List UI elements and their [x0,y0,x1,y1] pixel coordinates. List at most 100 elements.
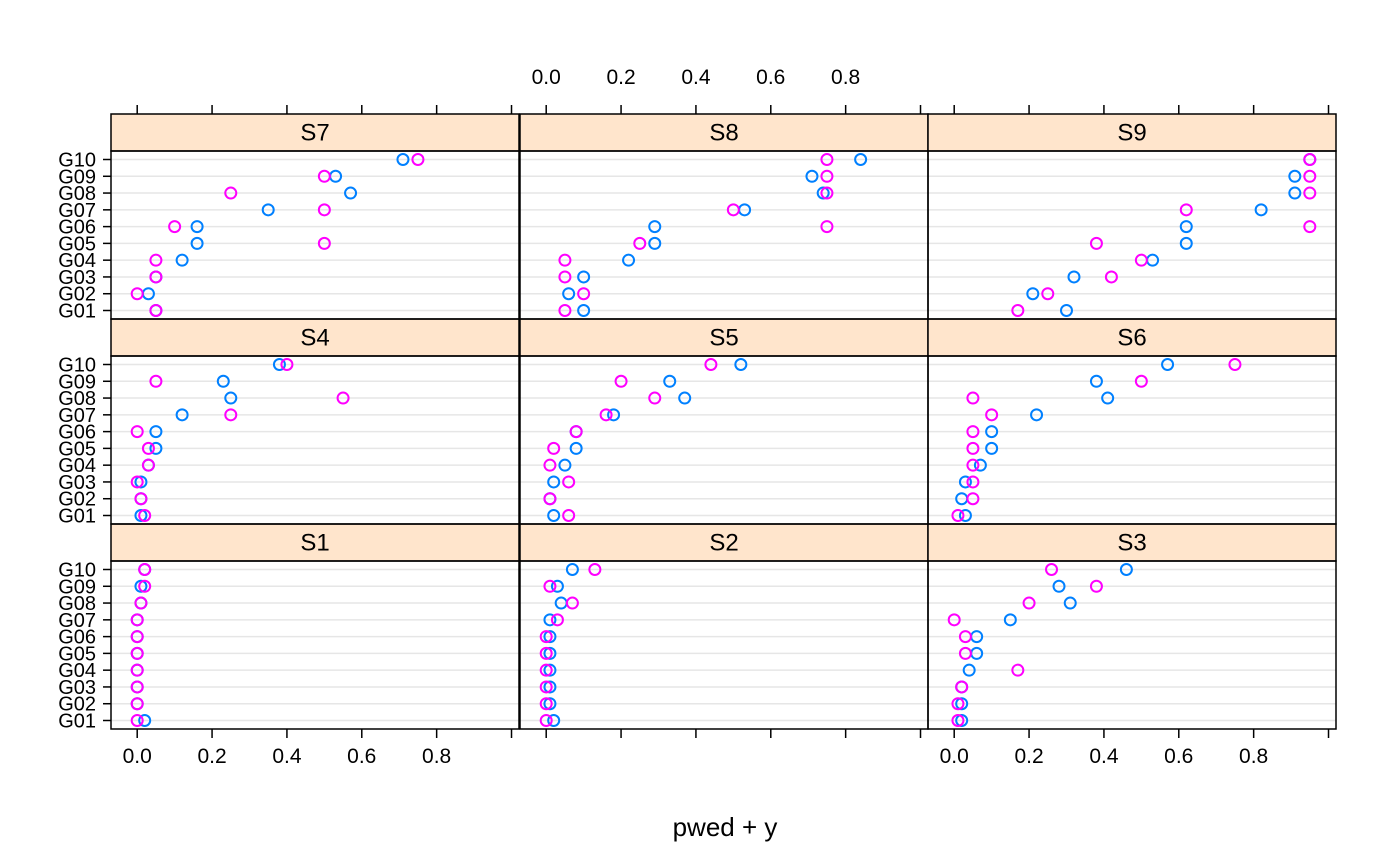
x-tick-label-top: 0.2 [606,66,635,89]
point-y-s1-g10 [138,563,152,576]
point-y-s2-g04 [539,663,553,677]
point-pwed-s5-g08 [678,391,692,405]
point-y-s9-g09 [1303,169,1317,183]
y-tick-label: G08 [58,593,96,615]
y-tick-label: G10 [58,150,96,172]
point-pwed-s9-g01 [1059,304,1073,317]
strip-label: S2 [709,530,738,557]
x-tick-label-bottom: 0.8 [1239,745,1268,768]
point-y-s1-g05 [130,646,144,660]
x-tick-label-bottom: 0.6 [347,745,376,768]
point-y-s9-g08 [1303,186,1317,200]
point-pwed-s2-g06 [543,630,557,644]
point-pwed-s4-g08 [224,391,238,405]
point-pwed-s7-g08 [344,186,358,200]
point-y-s7-g10 [411,153,425,166]
point-y-s5-g09 [614,374,628,388]
point-pwed-s9-g03 [1067,270,1081,284]
point-y-s2-g01 [539,714,553,727]
point-pwed-s2-g10 [565,563,579,576]
point-y-s8-g07 [726,203,740,217]
strip-label: S8 [709,120,738,147]
point-y-s6-g05 [966,441,980,455]
y-tick-label: G03 [58,472,96,494]
point-y-s3-g04 [1011,663,1025,677]
y-tick-label: G04 [58,455,96,477]
point-y-s2-g05 [539,646,553,660]
point-y-s8-g08 [820,186,834,200]
y-tick-label: G05 [58,643,96,665]
point-pwed-s1-g09 [134,579,148,593]
point-y-s8-g09 [820,169,834,183]
point-y-s8-g03 [558,270,572,284]
x-tick-label-bottom: 0.0 [940,745,969,768]
point-pwed-s3-g04 [962,663,976,677]
y-tick-label: G03 [58,267,96,289]
point-pwed-s5-g10 [734,358,748,371]
x-tick-label-top: 0.4 [681,66,711,89]
point-y-s8-g01 [558,304,572,317]
point-pwed-s3-g02 [955,697,969,711]
x-tick-label-bottom: 0.2 [1014,745,1043,768]
point-y-s2-g10 [588,563,602,576]
point-pwed-s8-g04 [622,253,636,267]
strip-label: S6 [1117,325,1146,352]
point-y-s7-g06 [168,220,182,234]
point-y-s6-g01 [951,509,965,522]
panel-frame [110,150,520,320]
point-y-s7-g04 [149,253,163,267]
point-pwed-s6-g04 [973,458,987,472]
point-y-s4-g01 [138,509,152,522]
y-tick-label: G02 [58,694,96,716]
point-y-s9-g04 [1134,253,1148,267]
point-pwed-s6-g08 [1101,391,1115,405]
strip-s4 [110,318,520,357]
point-y-s6-g03 [966,475,980,489]
point-y-s4-g07 [224,408,238,422]
point-y-s3-g05 [958,646,972,660]
x-tick-label-bottom: 0.4 [1089,745,1119,768]
panel-frame [110,355,520,525]
x-tick-label-bottom: 0.6 [1164,745,1193,768]
strip-layer: S1 S2 S3 S4 S5 S6 S7 S8 S9 [110,113,1337,562]
point-pwed-s6-g06 [985,425,999,439]
point-y-s5-g04 [543,458,557,472]
point-pwed-s1-g01 [138,714,152,727]
x-tick-label-bottom: 0.8 [422,745,451,768]
point-pwed-s2-g02 [543,697,557,711]
point-pwed-s2-g05 [543,646,557,660]
point-pwed-s4-g07 [175,408,189,422]
point-pwed-s5-g07 [607,408,621,422]
x-tick-label-top: 0.6 [756,66,785,89]
strip-label: S9 [1117,120,1146,147]
point-y-s1-g09 [138,579,152,593]
point-pwed-s4-g03 [134,475,148,489]
point-y-s2-g07 [550,613,564,627]
y-tick-label: G06 [58,217,96,239]
x-axis-title: pwed + y [673,812,778,842]
y-tick-label: G01 [58,301,96,323]
point-pwed-s5-g09 [663,374,677,388]
point-y-s8-g02 [577,287,591,301]
point-pwed-s5-g01 [547,509,561,522]
point-pwed-s9-g02 [1026,287,1040,301]
point-y-s4-g08 [336,391,350,405]
y-tick-label: G05 [58,233,96,255]
x-tick-label-bottom: 0.4 [272,745,302,768]
point-y-s2-g06 [539,630,553,644]
x-tick-label-bottom: 0.0 [123,745,152,768]
point-y-s6-g06 [966,425,980,439]
strip-label: S3 [1117,530,1146,557]
point-pwed-s2-g07 [543,613,557,627]
y-tick-label: G07 [58,610,96,632]
point-y-s4-g03 [130,475,144,489]
point-pwed-s9-g09 [1288,169,1302,183]
panel-frame [927,355,1337,525]
point-pwed-s8-g01 [577,304,591,317]
point-y-s9-g01 [1011,304,1025,317]
point-pwed-s5-g03 [547,475,561,489]
point-y-s1-g06 [130,630,144,644]
point-y-s2-g03 [539,680,553,694]
strip-s6 [927,318,1337,357]
